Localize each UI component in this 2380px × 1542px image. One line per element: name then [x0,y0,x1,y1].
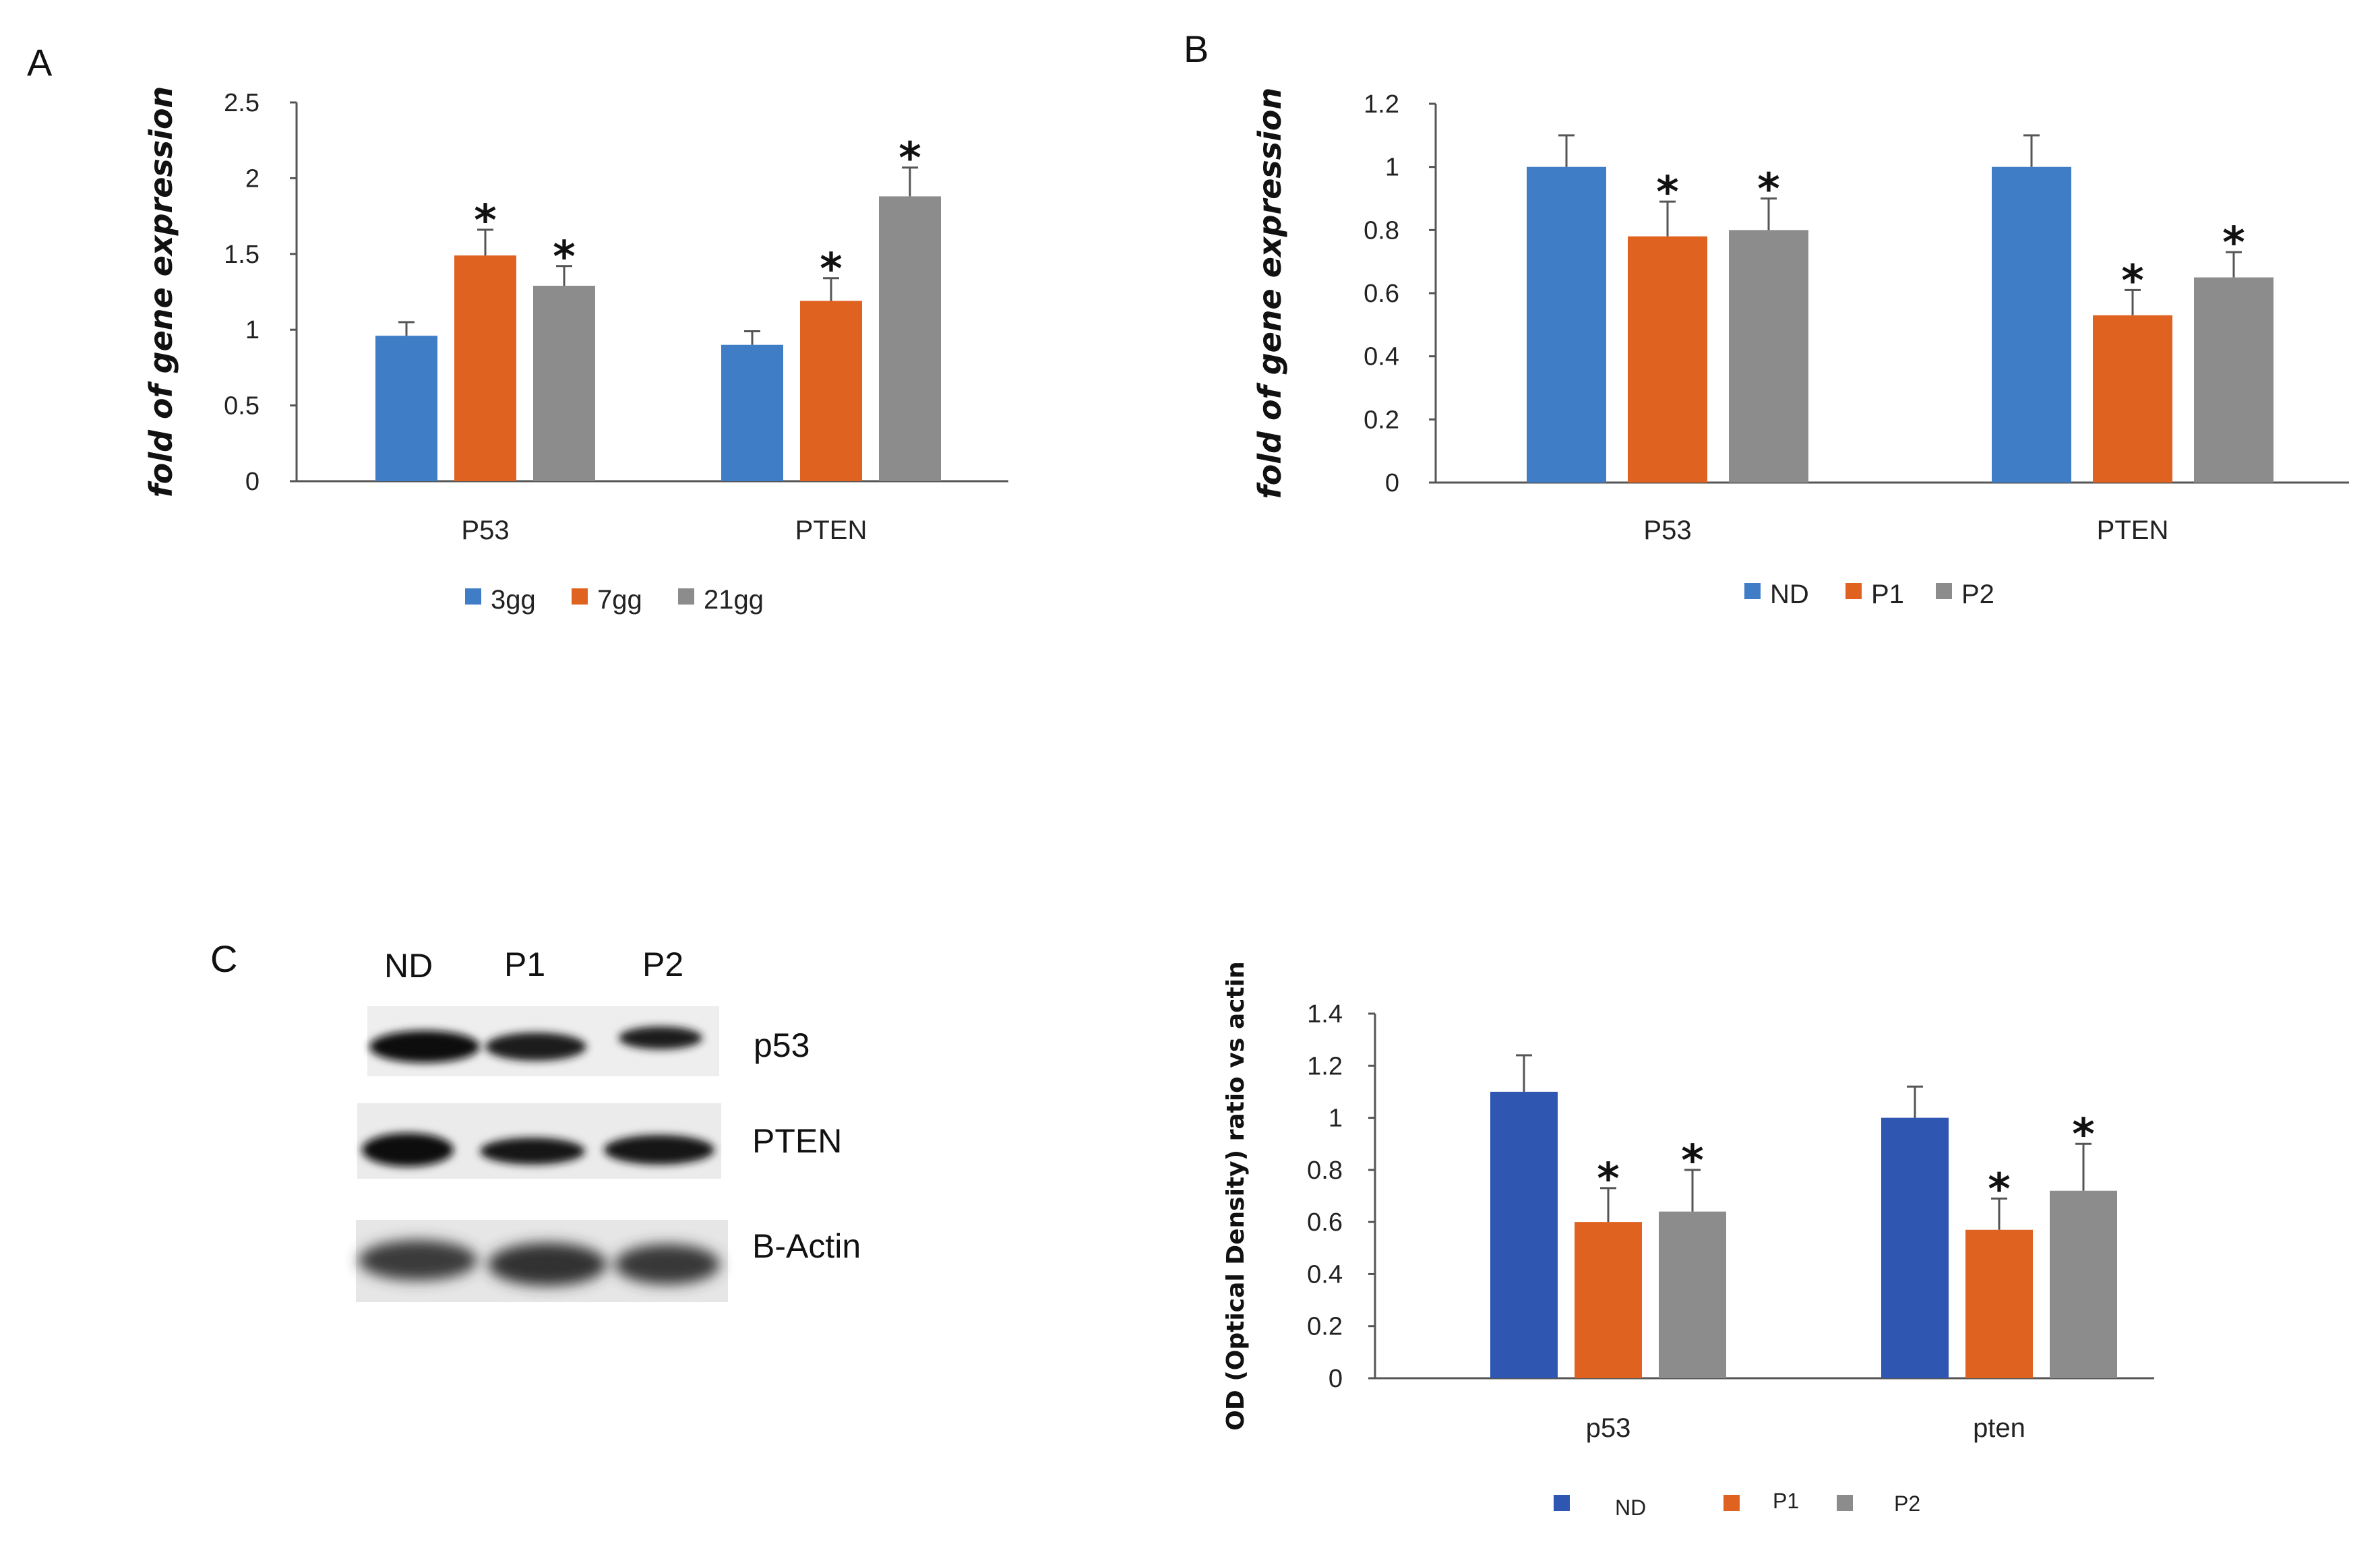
a-y-tick-label: 2.5 [224,89,260,117]
blot-label-actin: B-Actin [752,1227,861,1265]
b-legend-swatch-p2 [1936,583,1952,599]
blot-bands-p53 [369,1026,702,1063]
c-bar-p53-p1 [1575,1222,1642,1378]
a-significance-star: * [898,134,921,184]
a-y-axis-label: fold of gene expression [143,86,179,498]
a-y-tick-label: 2 [245,164,260,193]
b-significance-star: * [1656,168,1678,218]
a-y-tick-label: 0 [245,468,260,496]
a-bar-pten-7gg [800,301,862,481]
c-significance-star: * [2072,1110,2094,1160]
b-category-label: PTEN [2097,516,2169,545]
c-category-label: p53 [1586,1413,1631,1443]
c-y-tick-label: 1.2 [1307,1052,1343,1080]
blot-label-p53: p53 [754,1026,810,1064]
a-y-tick-label: 0.5 [224,392,260,421]
c-y-tick-label: 0.8 [1307,1156,1343,1185]
c-bar-p53-p2 [1659,1211,1726,1378]
b-y-tick-label: 1.2 [1364,90,1399,119]
c-y-tick-label: 1.4 [1307,1000,1343,1028]
b-y-tick-label: 0.2 [1364,406,1399,434]
b-category-label: P53 [1643,516,1691,545]
c-category-label: pten [1973,1413,2025,1443]
c-bar-pten-p2 [2050,1190,2117,1378]
a-legend-swatch-7gg [572,588,588,605]
c-y-axis-label: OD (Optical Density) ratio vs actin [1222,961,1250,1430]
a-legend-label-3gg: 3gg [491,585,536,615]
blot-lane-nd: ND [384,947,433,985]
c-y-tick-label: 0.4 [1307,1260,1343,1289]
b-legend-label-p2: P2 [1961,580,1994,609]
c-legend-label-nd: ND [1615,1495,1646,1520]
b-bar-p53-nd [1527,166,1606,483]
c-significance-star: * [1681,1136,1703,1186]
b-y-tick-label: 0.8 [1364,216,1399,245]
a-legend-label-21gg: 21gg [704,585,764,615]
a-bar-p53-7gg [454,255,516,481]
panel-letter-b: B [1184,28,1209,70]
b-significance-star: * [2121,256,2143,306]
a-bar-p53-21gg [533,286,595,481]
c-legend-label-p2: P2 [1894,1491,1920,1516]
a-legend-swatch-3gg [465,588,481,605]
c-legend-swatch-p1 [1723,1495,1740,1511]
b-y-tick-label: 0 [1385,469,1399,497]
chart-a: 0 0.5 1 1.5 2 2.5 fold of gene expression * * P53… [143,86,1008,615]
blot-lane-p1: P1 [504,946,545,983]
a-significance-star: * [474,196,496,246]
b-legend-swatch-nd [1744,583,1761,599]
a-category-label: P53 [461,516,509,545]
a-bar-pten-21gg [879,196,941,481]
b-bar-pten-p1 [2093,315,2172,483]
c-legend-swatch-nd [1554,1495,1570,1511]
a-bar-p53-3gg [375,336,437,481]
chart-b: 0 0.2 0.4 0.6 0.8 1 1.2 fold of gene expression… [1252,88,2349,609]
b-legend-label-p1: P1 [1871,580,1904,609]
a-bar-pten-3gg [721,344,783,481]
c-y-tick-label: 0.2 [1307,1313,1343,1341]
b-bar-p53-p1 [1628,236,1707,483]
b-bar-pten-nd [1992,166,2071,483]
c-significance-star: * [1988,1165,2010,1214]
a-category-label: PTEN [795,516,867,545]
blot-label-pten: PTEN [752,1122,842,1160]
blot-bands-pten [362,1133,714,1167]
a-significance-star: * [820,245,842,295]
a-significance-star: * [553,233,575,282]
c-bar-pten-p1 [1965,1229,2033,1378]
b-significance-star: * [2222,218,2245,268]
blot-lane-p2: P2 [642,946,683,983]
blot-bands-actin [359,1240,720,1286]
panel-letter-a: A [27,41,53,84]
chart-c: 0 0.2 0.4 0.6 0.8 1 1.2 1.4 OD (Optical Density)… [1222,961,2154,1520]
b-significance-star: * [1757,165,1779,215]
c-bar-p53-nd [1490,1091,1558,1378]
b-y-axis-label: fold of gene expression [1252,88,1288,499]
b-bar-p53-p2 [1729,230,1808,483]
b-y-tick-label: 0.6 [1364,280,1399,308]
western-blot: ND P1 P2 p53 PTEN B-Actin [356,946,861,1302]
c-y-tick-label: 0 [1329,1365,1343,1393]
b-legend-label-nd: ND [1770,580,1809,609]
a-legend-swatch-21gg [678,588,694,605]
b-bar-pten-p2 [2194,277,2274,483]
c-bar-pten-nd [1881,1117,1949,1378]
c-legend-label-p1: P1 [1773,1489,1799,1513]
a-legend-label-7gg: 7gg [597,585,642,615]
c-y-tick-label: 0.6 [1307,1208,1343,1237]
a-y-tick-label: 1.5 [224,241,260,269]
b-legend-swatch-p1 [1845,583,1862,599]
panel-letter-c: C [210,937,237,980]
a-y-tick-label: 1 [245,316,260,344]
c-y-tick-label: 1 [1329,1105,1343,1133]
c-legend-swatch-p2 [1837,1495,1853,1511]
b-y-tick-label: 1 [1385,154,1399,182]
b-y-tick-label: 0.4 [1364,343,1399,371]
c-significance-star: * [1597,1154,1619,1204]
